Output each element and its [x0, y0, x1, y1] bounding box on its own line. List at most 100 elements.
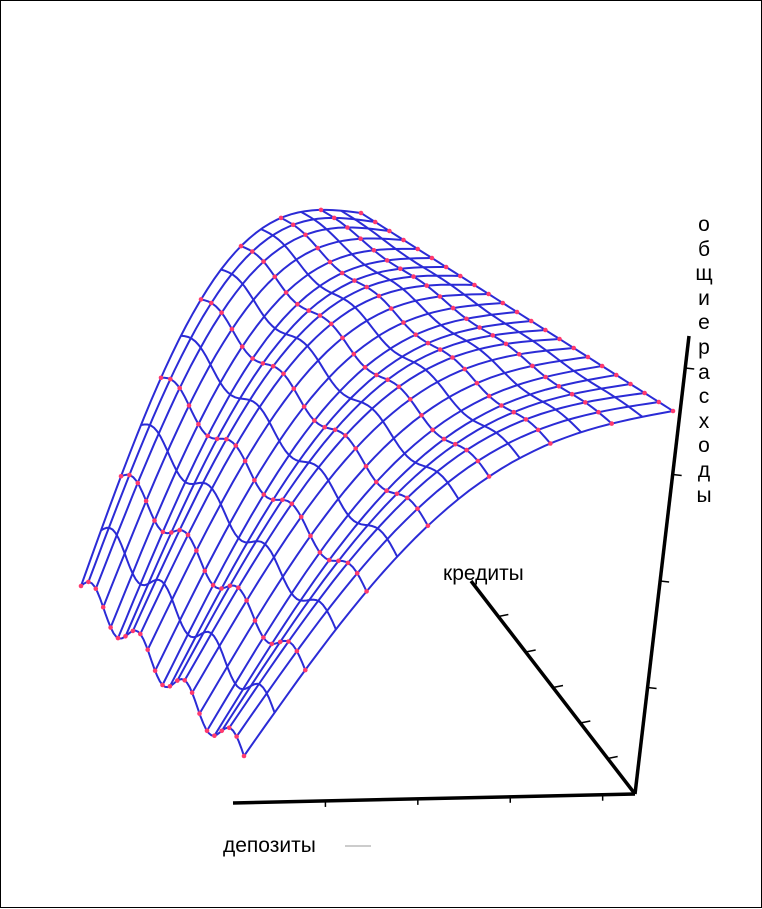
surface-point	[548, 441, 553, 446]
surface-point	[388, 306, 394, 311]
z-axis-label-letter: х	[698, 409, 710, 433]
mesh-line-along-deposits	[100, 526, 276, 713]
surface-point	[78, 583, 84, 589]
surface-point	[331, 215, 337, 221]
surface-point	[384, 258, 390, 263]
surface-point	[135, 480, 141, 486]
surface-point	[317, 550, 323, 555]
surface-point	[252, 618, 258, 623]
surface-point	[453, 441, 458, 447]
surface-point	[130, 628, 136, 634]
surface-point	[145, 647, 150, 652]
surface-point	[270, 497, 276, 503]
surface-point	[241, 753, 247, 759]
z-axis-label-letter: р	[698, 335, 710, 359]
surface-point	[474, 380, 480, 386]
surface-point	[244, 598, 249, 603]
surface-point	[118, 474, 124, 479]
surface-point	[250, 356, 255, 361]
surface-point	[415, 246, 421, 252]
surface-point	[535, 427, 541, 433]
surface-point	[280, 497, 285, 503]
surface-point	[642, 390, 647, 396]
surface-point	[318, 207, 324, 213]
mesh-line-along-deposits	[280, 217, 552, 445]
surface-point	[227, 583, 233, 589]
surface-point	[430, 427, 436, 433]
surface-point	[224, 436, 229, 442]
surface-point	[490, 333, 496, 338]
y-axis-tick	[607, 755, 618, 760]
mesh-line-along-credits	[80, 208, 362, 587]
surface-point	[328, 321, 334, 327]
mesh-line-along-credits	[228, 392, 645, 729]
surface-point	[219, 728, 225, 734]
surface-point	[371, 248, 377, 253]
surface-point	[123, 634, 128, 639]
axis-ticks	[324, 367, 695, 807]
surface-point	[462, 366, 468, 372]
surface-point	[210, 582, 216, 588]
surface-point	[212, 733, 217, 738]
surface-point	[226, 725, 232, 731]
surface-point	[239, 344, 245, 349]
surface-point	[336, 558, 341, 564]
surface-point	[189, 690, 195, 695]
surface-point	[270, 363, 276, 369]
surface-point	[387, 228, 392, 234]
surface-point	[384, 488, 389, 494]
surface-point	[283, 290, 289, 295]
x-axis-line	[232, 792, 636, 805]
surface-point	[486, 393, 492, 399]
z-axis-label-letter: д	[697, 458, 711, 482]
surface-point	[175, 678, 180, 683]
surface-point	[315, 245, 321, 251]
surface-point	[236, 585, 241, 590]
surface-point	[530, 363, 535, 369]
surface-point	[115, 635, 121, 641]
surface-point	[571, 345, 576, 351]
surface-point	[441, 436, 447, 442]
y-axis-tick	[580, 720, 591, 724]
surface-point	[277, 639, 283, 645]
surface-point	[396, 384, 402, 390]
surface-point	[303, 667, 308, 673]
surface-point	[286, 639, 291, 644]
z-axis-label-letter: а	[698, 360, 710, 384]
surface-point	[362, 365, 368, 370]
surface-point	[407, 397, 413, 402]
surface-point	[351, 351, 357, 357]
surface-point	[443, 264, 449, 270]
surface-point	[614, 372, 619, 378]
surface-point	[585, 354, 591, 360]
mesh-line-along-credits	[94, 226, 390, 590]
y-axis-tick	[552, 684, 564, 689]
surface-point	[308, 533, 313, 539]
x-axis-label: депозиты	[223, 834, 316, 857]
surface-point	[197, 711, 202, 716]
surface-point	[269, 641, 275, 647]
surface-point	[93, 586, 99, 591]
surface-point	[295, 301, 300, 307]
surface-point	[609, 421, 614, 426]
surface-point	[475, 458, 481, 464]
surface-point	[385, 377, 390, 383]
surface-point	[290, 222, 296, 228]
surface-point	[158, 375, 164, 381]
surface-point	[352, 278, 357, 283]
z-axis-tick	[647, 686, 657, 690]
surface-point	[424, 283, 430, 288]
surface-point	[413, 332, 419, 338]
surface-point	[353, 446, 359, 451]
surface-point	[242, 458, 248, 464]
surface-point	[556, 384, 562, 389]
surface-point	[167, 684, 173, 689]
y-axis-label: кредиты	[443, 562, 524, 585]
surface-point	[363, 464, 369, 469]
surface-point	[177, 385, 182, 391]
surface-point	[202, 568, 208, 574]
surface-point	[464, 447, 469, 453]
surface-point	[312, 418, 317, 423]
surface-point	[138, 631, 143, 637]
surface-point	[205, 433, 210, 439]
